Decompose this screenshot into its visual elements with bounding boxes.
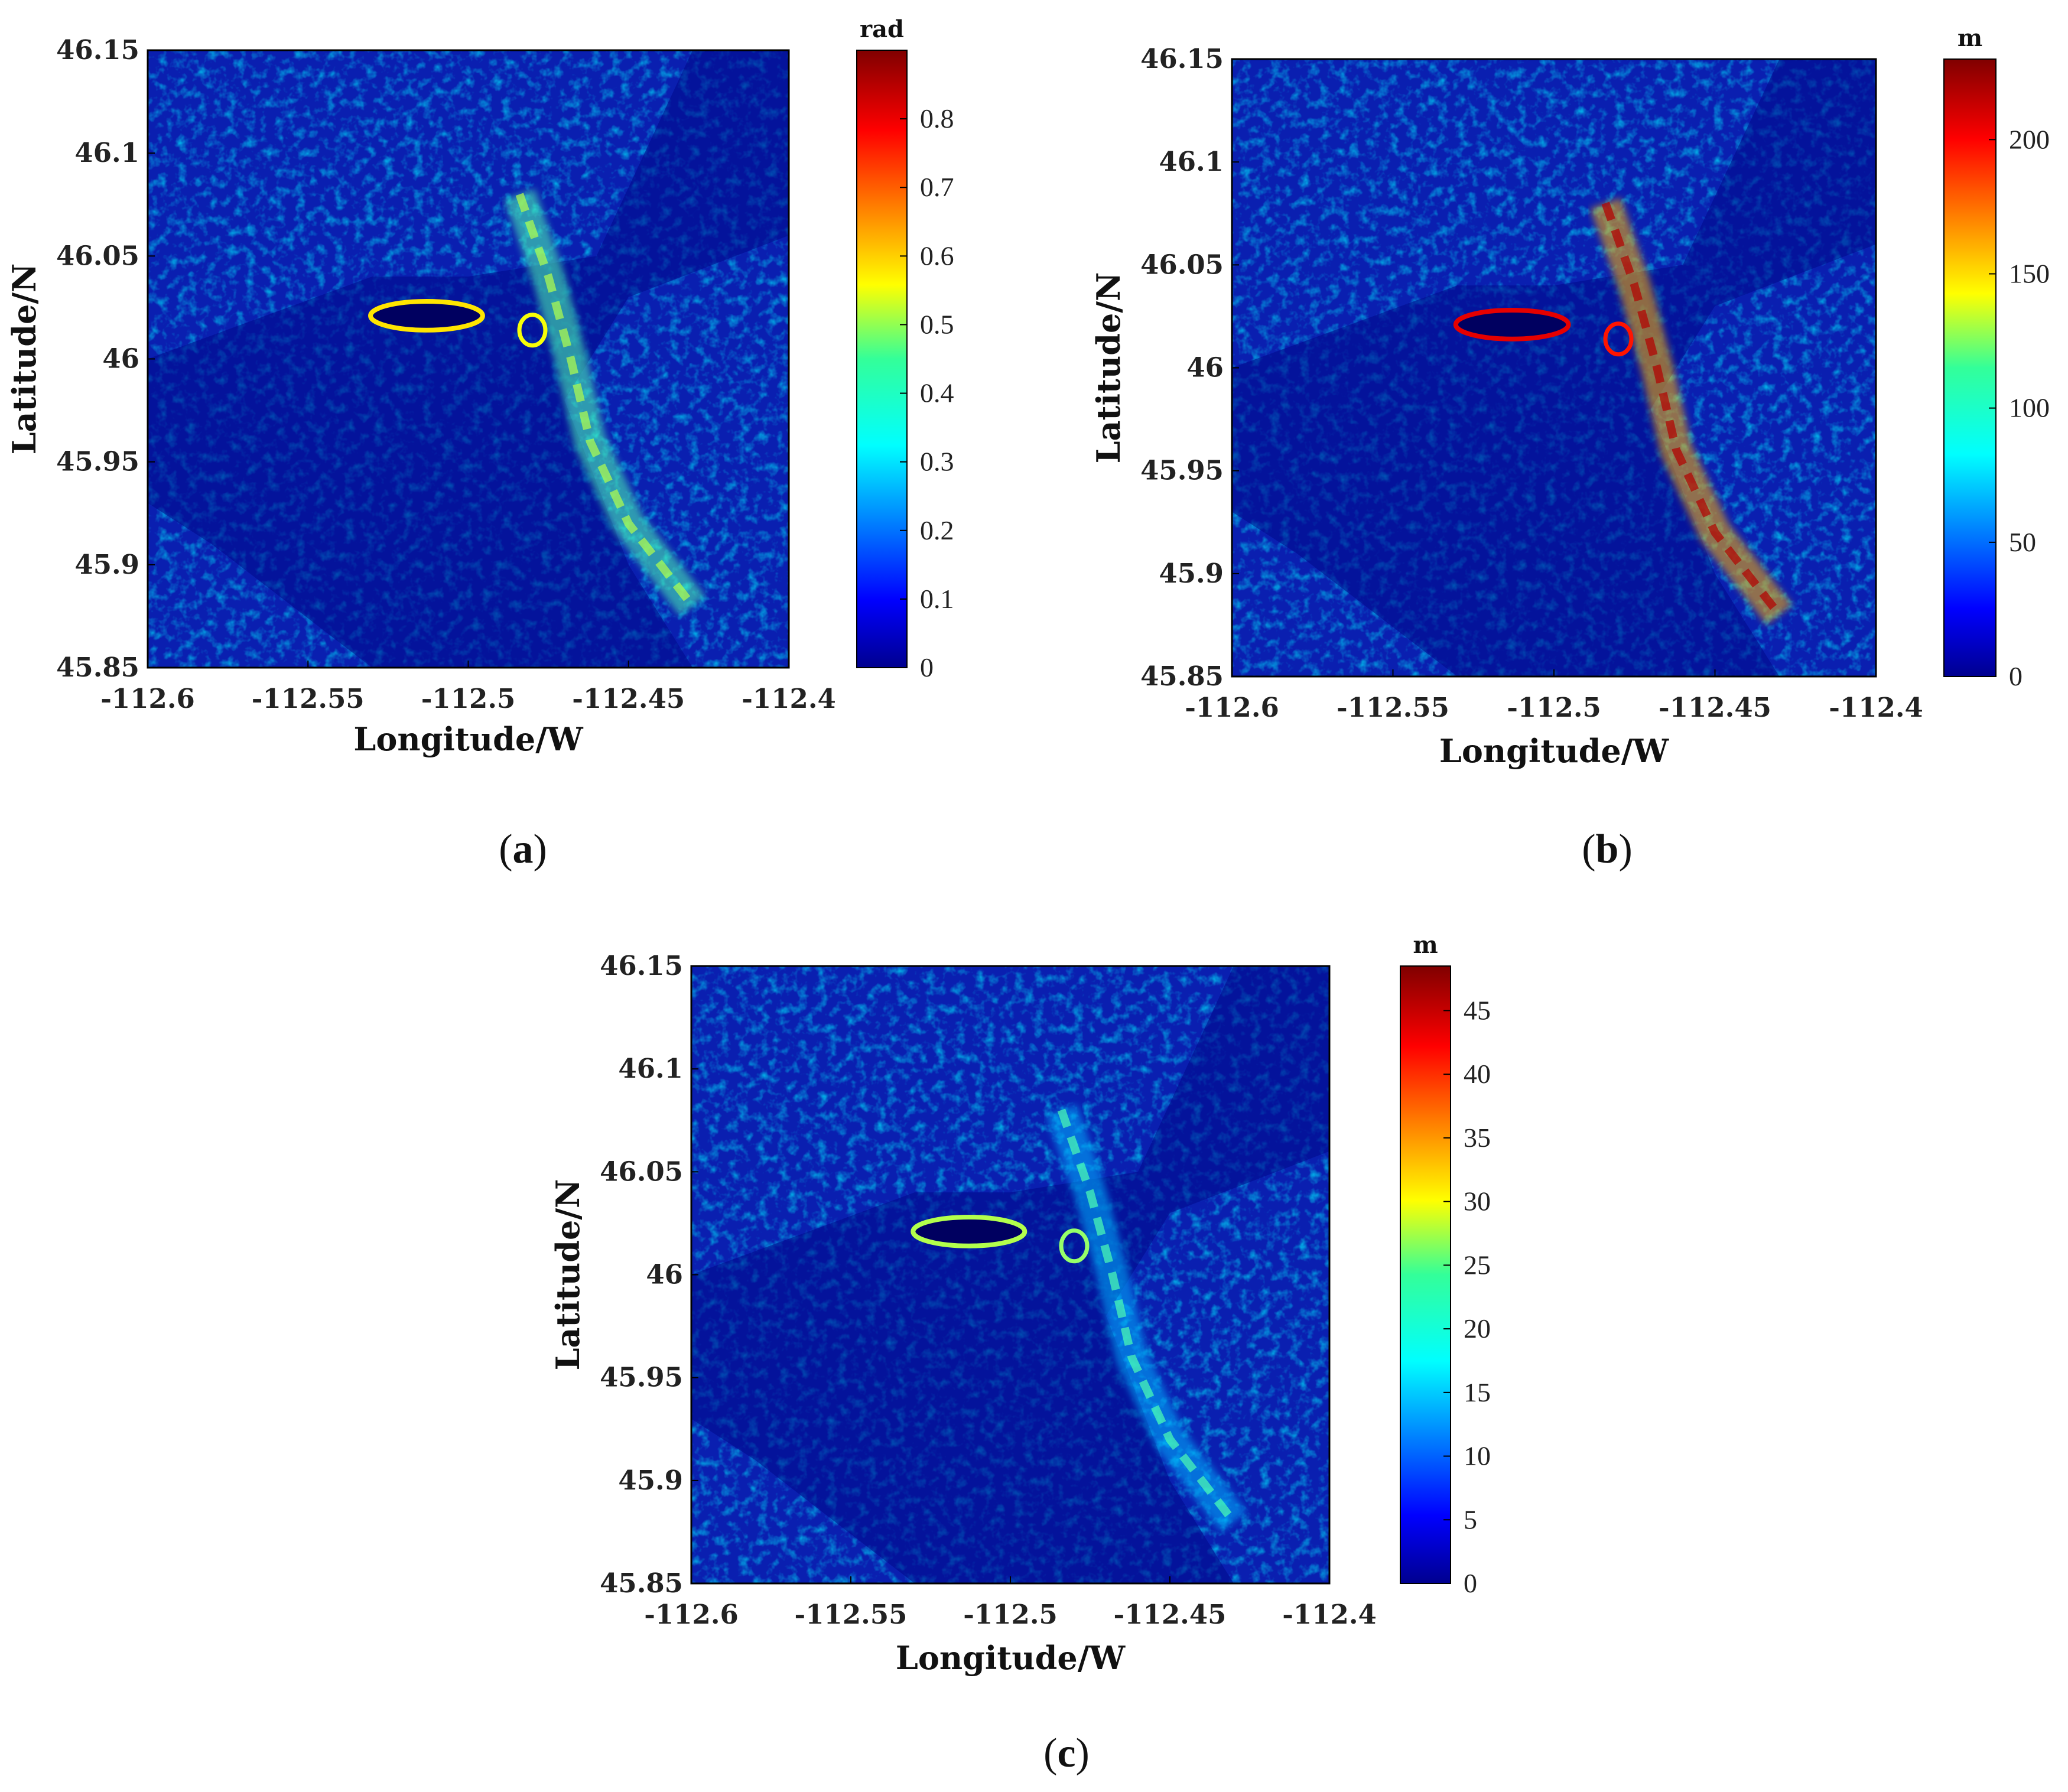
x-tick-label: -112.45 bbox=[1659, 692, 1771, 723]
colorbar-tick-label: 0.8 bbox=[920, 103, 954, 134]
y-tick-label: 46 bbox=[1186, 352, 1224, 383]
colorbar-tick-label: 150 bbox=[2009, 258, 2050, 288]
y-tick-label: 46 bbox=[102, 343, 139, 375]
x-tick-label: -112.6 bbox=[100, 683, 195, 714]
colorbar-tick-label: 0 bbox=[1464, 1568, 1477, 1598]
x-tick-label: -112.55 bbox=[795, 1599, 908, 1630]
colorbar-unit-label: m bbox=[1413, 931, 1438, 959]
y-tick-label: 46.15 bbox=[56, 34, 139, 66]
heatmap-pit-feature bbox=[1059, 1228, 1090, 1264]
colorbar-tick-label: 5 bbox=[1464, 1504, 1477, 1534]
y-tick-label: 45.95 bbox=[56, 446, 139, 477]
y-axis-label: Latitude/N bbox=[549, 1179, 587, 1371]
y-tick-label: 46.15 bbox=[1140, 43, 1224, 74]
x-tick-label: -112.55 bbox=[252, 683, 365, 714]
x-tick-label: -112.45 bbox=[1114, 1599, 1227, 1630]
colorbar-tick-label: 0.3 bbox=[920, 447, 954, 477]
x-tick-label: -112.5 bbox=[963, 1599, 1058, 1630]
panel-a: -112.6 -112.55 -112.5 -112.45 -112.4 45.85 45.… bbox=[5, 15, 954, 872]
colorbar-tick-label: 0.5 bbox=[920, 309, 954, 339]
colorbar-tick-label: 20 bbox=[1464, 1313, 1491, 1344]
x-tick-label: -112.6 bbox=[1185, 692, 1279, 723]
y-tick-label: 46.15 bbox=[600, 950, 683, 981]
y-tick-label: 45.9 bbox=[618, 1465, 683, 1496]
colorbar-tick-label: 0.7 bbox=[920, 172, 954, 202]
y-tick-label: 45.9 bbox=[1159, 558, 1224, 589]
y-axis-label: Latitude/N bbox=[1090, 272, 1127, 464]
heatmap-ridge-core bbox=[1057, 1108, 1237, 1524]
y-tick-label: 45.95 bbox=[1140, 455, 1224, 486]
x-tick-label: -112.4 bbox=[1282, 1599, 1377, 1630]
y-tick-label: 46.1 bbox=[618, 1053, 683, 1084]
heatmap-pit-feature bbox=[1603, 321, 1634, 357]
x-axis-label: Longitude/W bbox=[353, 720, 584, 758]
x-tick-label: -112.6 bbox=[644, 1599, 739, 1630]
x-axis-label: Longitude/W bbox=[896, 1639, 1126, 1677]
y-tick-label: 46.1 bbox=[1159, 146, 1224, 177]
y-tick-label: 45.85 bbox=[1140, 661, 1224, 692]
panel-c: -112.6 -112.55 -112.5 -112.45 -112.4 45.85 45.… bbox=[549, 931, 1491, 1776]
colorbar-tick-label: 200 bbox=[2009, 124, 2050, 154]
colorbar-tick-label: 10 bbox=[1464, 1441, 1491, 1471]
y-tick-label: 45.85 bbox=[56, 652, 139, 683]
colorbar bbox=[1943, 58, 1997, 677]
x-tick-label: -112.55 bbox=[1337, 692, 1449, 723]
colorbar-tick-label: 0.4 bbox=[920, 378, 954, 408]
colorbar-tick-label: 50 bbox=[2009, 527, 2036, 557]
colorbar-tick-label: 0 bbox=[920, 652, 934, 682]
colorbar bbox=[1400, 965, 1451, 1584]
panel-label: (c) bbox=[1043, 1731, 1090, 1776]
panel-b: -112.6 -112.55 -112.5 -112.45 -112.4 45.85 45.… bbox=[1090, 24, 2050, 872]
heatmap-ridge-core bbox=[1601, 201, 1783, 617]
y-tick-label: 46.05 bbox=[1140, 249, 1224, 280]
colorbar-unit-label: m bbox=[1958, 24, 1982, 52]
y-tick-label: 46.05 bbox=[600, 1156, 683, 1187]
heatmap-valley-region bbox=[691, 966, 1329, 1583]
x-tick-label: -112.5 bbox=[421, 683, 516, 714]
colorbar-tick-label: 0.6 bbox=[920, 240, 954, 271]
colorbar-tick-label: 30 bbox=[1464, 1186, 1491, 1217]
colorbar-tick-label: 100 bbox=[2009, 393, 2050, 423]
heatmap-valley-region bbox=[1232, 59, 1876, 677]
colorbar-tick-label: 15 bbox=[1464, 1377, 1491, 1407]
y-axis-label: Latitude/N bbox=[5, 264, 43, 455]
heatmap-pit-feature bbox=[517, 313, 548, 348]
colorbar-tick-label: 0.2 bbox=[920, 515, 954, 545]
colorbar-tick-label: 0 bbox=[2009, 661, 2023, 691]
y-tick-label: 46 bbox=[646, 1259, 683, 1290]
colorbar-tick-label: 35 bbox=[1464, 1123, 1491, 1153]
x-tick-label: -112.4 bbox=[1829, 692, 1923, 723]
y-tick-label: 45.95 bbox=[600, 1362, 683, 1393]
colorbar-tick-label: 25 bbox=[1464, 1250, 1491, 1280]
x-tick-label: -112.4 bbox=[742, 683, 836, 714]
x-tick-label: -112.5 bbox=[1507, 692, 1601, 723]
y-tick-label: 45.9 bbox=[74, 549, 139, 580]
panel-label: (a) bbox=[499, 827, 547, 872]
colorbar bbox=[856, 50, 908, 668]
colorbar-tick-label: 0.1 bbox=[920, 584, 954, 614]
y-tick-label: 45.85 bbox=[600, 1567, 683, 1599]
panel-label: (b) bbox=[1582, 827, 1633, 872]
x-axis-label: Longitude/W bbox=[1439, 732, 1670, 770]
heatmap-ridge-core bbox=[515, 193, 696, 609]
y-tick-label: 46.05 bbox=[56, 240, 139, 271]
colorbar-unit-label: rad bbox=[860, 15, 904, 43]
heatmap-lake-feature bbox=[1453, 307, 1571, 342]
x-tick-label: -112.45 bbox=[572, 683, 685, 714]
y-tick-label: 46.1 bbox=[74, 137, 139, 168]
colorbar-tick-label: 40 bbox=[1464, 1059, 1491, 1089]
heatmap-lake-feature bbox=[911, 1214, 1028, 1248]
heatmap-valley-region bbox=[148, 50, 789, 668]
colorbar-tick-label: 45 bbox=[1464, 995, 1491, 1025]
heatmap-lake-feature bbox=[368, 298, 485, 333]
